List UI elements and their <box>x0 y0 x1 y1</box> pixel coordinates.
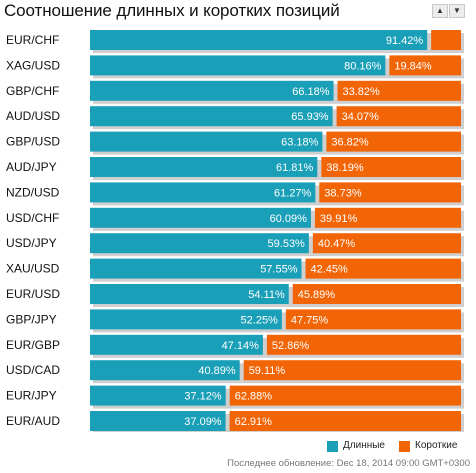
category-label: EUR/USD <box>6 287 60 301</box>
category-label: USD/JPY <box>6 236 57 250</box>
short-value-label: 42.45% <box>311 264 349 276</box>
category-label: AUD/USD <box>6 109 60 123</box>
legend-label-long: Длинные <box>343 440 385 451</box>
short-value-label: 19.84% <box>394 60 432 72</box>
long-bar <box>90 157 318 177</box>
long-bar <box>90 334 263 355</box>
short-bar <box>243 360 461 381</box>
category-label: EUR/GBP <box>6 338 60 352</box>
short-value-label: 36.82% <box>331 137 369 149</box>
short-bar <box>326 131 461 152</box>
category-label: EUR/CHF <box>6 33 59 47</box>
chart-title: Соотношение длинных и коротких позиций <box>4 1 340 20</box>
category-label: NZD/USD <box>6 185 60 199</box>
long-value-label: 37.09% <box>184 416 222 428</box>
long-bar <box>90 106 333 127</box>
legend-swatch-short <box>399 441 410 452</box>
category-label: GBP/CHF <box>6 84 59 98</box>
long-value-label: 52.25% <box>241 314 279 326</box>
short-bar <box>319 182 461 203</box>
long-bar <box>90 182 316 203</box>
long-short-bar-chart: EUR/CHF 91.42% XAG/USD 80.16% 19.84% GBP/CHF 6… <box>6 30 464 432</box>
short-bar <box>336 106 461 127</box>
short-bar <box>229 411 461 431</box>
long-value-label: 63.18% <box>281 137 319 149</box>
long-value-label: 65.93% <box>291 111 329 123</box>
long-bar <box>90 207 311 228</box>
sort-up-button[interactable]: ▲ <box>432 4 448 18</box>
category-label: GBP/USD <box>6 135 60 149</box>
triangle-down-icon: ▼ <box>453 6 461 15</box>
long-value-label: 80.16% <box>344 60 382 72</box>
short-bar <box>389 55 461 76</box>
long-value-label: 61.27% <box>274 187 312 199</box>
chart-header: Соотношение длинных и коротких позиций ▲… <box>0 0 476 28</box>
sort-down-button[interactable]: ▼ <box>449 4 465 18</box>
category-label: EUR/AUD <box>6 414 60 428</box>
short-bar <box>337 80 461 101</box>
long-value-label: 59.53% <box>268 238 306 250</box>
long-value-label: 47.14% <box>222 340 260 352</box>
category-label: EUR/JPY <box>6 389 57 403</box>
short-value-label: 45.89% <box>298 289 336 301</box>
long-bar <box>90 233 309 254</box>
short-value-label: 34.07% <box>342 111 380 123</box>
short-value-label: 38.19% <box>326 162 364 174</box>
long-bar <box>90 284 289 304</box>
category-label: USD/CAD <box>6 363 60 377</box>
long-value-label: 54.11% <box>248 289 285 301</box>
short-bar <box>292 284 461 304</box>
short-value-label: 62.91% <box>235 416 273 428</box>
long-value-label: 61.81% <box>276 162 314 174</box>
short-value-label: 38.73% <box>324 187 362 199</box>
long-value-label: 40.89% <box>198 365 236 377</box>
category-label: XAG/USD <box>6 58 60 72</box>
short-value-label: 33.82% <box>343 86 381 98</box>
legend-label-short: Короткие <box>415 440 458 451</box>
long-value-label: 57.55% <box>260 264 298 276</box>
short-bar <box>285 309 461 330</box>
long-value-label: 91.42% <box>386 35 424 47</box>
category-label: GBP/JPY <box>6 312 57 326</box>
short-bar <box>266 334 461 355</box>
short-value-label: 52.86% <box>272 340 310 352</box>
long-value-label: 60.09% <box>270 213 308 225</box>
last-updated-text: Последнее обновление: Dec 18, 2014 09:00… <box>227 458 470 469</box>
legend-swatch-long <box>327 441 338 452</box>
long-value-label: 66.18% <box>292 86 330 98</box>
category-label: USD/CHF <box>6 211 59 225</box>
short-bar <box>312 233 461 254</box>
long-bar <box>90 30 428 50</box>
long-bar <box>90 385 226 406</box>
long-bar <box>90 258 302 279</box>
short-value-label: 39.91% <box>320 213 358 225</box>
short-value-label: 59.11% <box>249 365 286 377</box>
long-bar <box>90 80 334 101</box>
short-value-label: 40.47% <box>318 238 356 250</box>
short-bar <box>431 30 461 50</box>
long-bar <box>90 55 386 76</box>
long-value-label: 37.12% <box>184 391 222 403</box>
category-label: XAU/USD <box>6 262 60 276</box>
short-bar <box>314 207 461 228</box>
long-bar <box>90 411 226 431</box>
short-bar <box>305 258 461 279</box>
short-bar <box>229 385 461 406</box>
triangle-up-icon: ▲ <box>436 6 444 15</box>
short-value-label: 47.75% <box>291 314 329 326</box>
short-bar <box>321 157 461 177</box>
long-bar <box>90 309 282 330</box>
short-value-label: 62.88% <box>235 391 273 403</box>
category-label: AUD/JPY <box>6 160 57 174</box>
long-bar <box>90 131 323 152</box>
long-bar <box>90 360 240 381</box>
